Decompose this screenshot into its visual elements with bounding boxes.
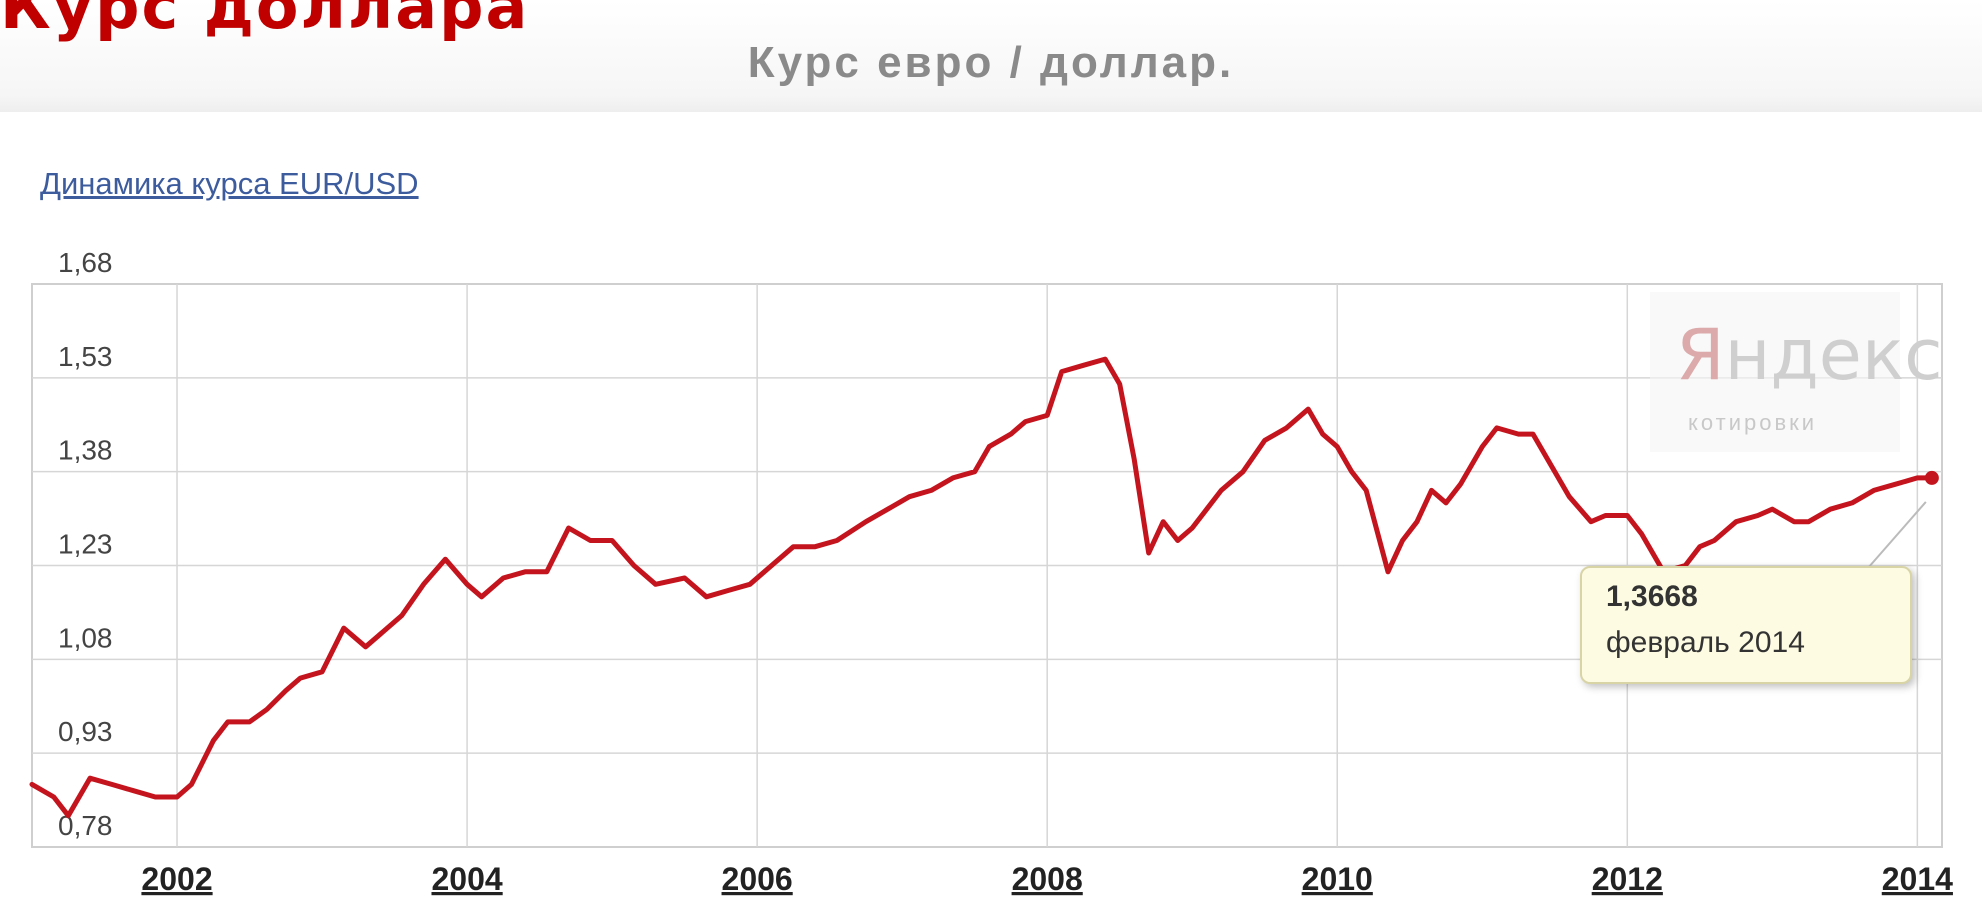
logo-first-letter: Я	[1676, 314, 1725, 396]
x-tick-label: 2014	[1882, 861, 1953, 897]
y-tick-label: 1,08	[58, 622, 113, 653]
page-title: Курс евро / доллар.	[747, 38, 1235, 87]
yandex-watermark: Яндекс котировки	[1650, 292, 1943, 452]
yandex-logo: Яндекс	[1676, 314, 1943, 396]
y-tick-label: 1,68	[58, 247, 113, 278]
header-band	[0, 0, 1982, 112]
x-tick-label: 2008	[1012, 861, 1083, 897]
series-line-eur-usd	[29, 356, 1935, 819]
chart-title-link[interactable]: Динамика курса EUR/USD	[40, 166, 419, 201]
data-point-last	[1924, 470, 1939, 485]
slide-heading-cut: Курс доллара	[0, 0, 530, 43]
chart-tooltip: 1,3668 февраль 2014	[1580, 566, 1912, 684]
x-tick-label: 2006	[722, 861, 793, 897]
y-tick-label: 1,23	[58, 529, 113, 560]
y-axis: 1,681,531,381,231,080,930,78	[58, 247, 113, 841]
x-tick-label: 2004	[431, 861, 502, 897]
x-tick-label: 2010	[1302, 861, 1373, 897]
x-tick-label: 2002	[141, 861, 212, 897]
y-tick-label: 1,38	[58, 435, 113, 466]
x-axis: 2002 2004 2006 2008 2010 2012 2014	[141, 861, 1953, 897]
tooltip-value: 1,3668	[1606, 580, 1698, 613]
watermark-subtitle: котировки	[1688, 410, 1818, 435]
logo-rest: ндекс	[1724, 314, 1943, 396]
x-tick-label: 2012	[1592, 861, 1663, 897]
tooltip-pointer	[1867, 501, 1927, 569]
tooltip-date: февраль 2014	[1606, 626, 1805, 659]
y-tick-label: 0,93	[58, 716, 113, 747]
y-tick-label: 1,53	[58, 341, 113, 372]
